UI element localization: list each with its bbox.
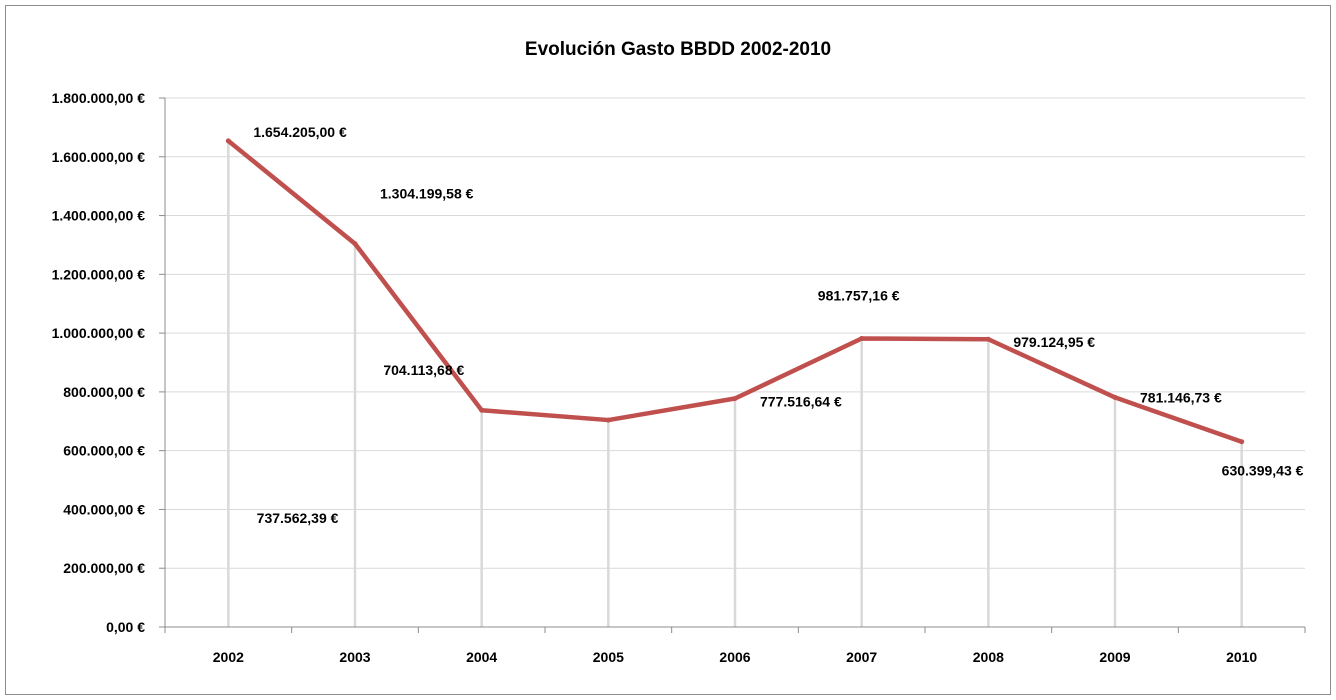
data-point [732, 395, 738, 401]
data-point [1112, 394, 1118, 400]
y-tick-label: 800.000,00 € [63, 384, 145, 400]
x-tick-label: 2008 [973, 649, 1004, 665]
y-tick-label: 1.800.000,00 € [52, 90, 146, 106]
x-tick-label: 2003 [339, 649, 370, 665]
data-point [479, 407, 485, 413]
x-tick-label: 2010 [1226, 649, 1257, 665]
drop-lines [227, 140, 1243, 627]
chart-frame [5, 5, 1331, 695]
x-tick-label: 2009 [1099, 649, 1130, 665]
chart-title: Evolución Gasto BBDD 2002-2010 [525, 39, 831, 60]
y-tick-label: 0,00 € [106, 619, 145, 635]
series-layer [225, 138, 1245, 445]
data-label: 704.113,68 € [383, 362, 464, 378]
y-tick-label: 1.200.000,00 € [52, 266, 146, 282]
data-point [859, 335, 865, 341]
data-point [985, 336, 991, 342]
data-label: 630.399,43 € [1222, 463, 1304, 479]
data-label: 979.124,95 € [1013, 334, 1095, 350]
y-tick-label: 200.000,00 € [63, 560, 145, 576]
y-tick-label: 400.000,00 € [63, 501, 145, 517]
y-tick-label: 1.600.000,00 € [52, 149, 146, 165]
data-label: 981.757,16 € [818, 287, 900, 303]
y-tick-label: 1.400.000,00 € [52, 208, 146, 224]
axes [164, 98, 1305, 628]
data-point [352, 241, 358, 247]
data-point [605, 417, 611, 423]
data-label: 1.304.199,58 € [380, 186, 474, 202]
data-point [1239, 439, 1245, 445]
y-axis-ticks: 0,00 € 200.000,00 € 400.000,00 € 600.000,00… [52, 90, 165, 635]
data-label: 777.516,64 € [760, 393, 842, 409]
data-labels: 1.654.205,00 € 1.304.199,58 € 737.562,39 €… [253, 124, 1303, 526]
x-tick-label: 2006 [719, 649, 750, 665]
x-axis-ticks: 2002 2003 2004 2005 2006 2007 2008 2009 2010 [164, 627, 1306, 665]
x-tick-label: 2002 [213, 649, 244, 665]
data-point [225, 138, 231, 144]
data-label: 1.654.205,00 € [253, 124, 347, 140]
data-label: 781.146,73 € [1140, 389, 1222, 405]
x-tick-label: 2005 [593, 649, 624, 665]
y-tick-label: 600.000,00 € [63, 443, 145, 459]
y-tick-label: 1.000.000,00 € [52, 325, 146, 341]
x-tick-label: 2007 [846, 649, 877, 665]
data-label: 737.562,39 € [257, 510, 339, 526]
x-tick-label: 2004 [466, 649, 497, 665]
